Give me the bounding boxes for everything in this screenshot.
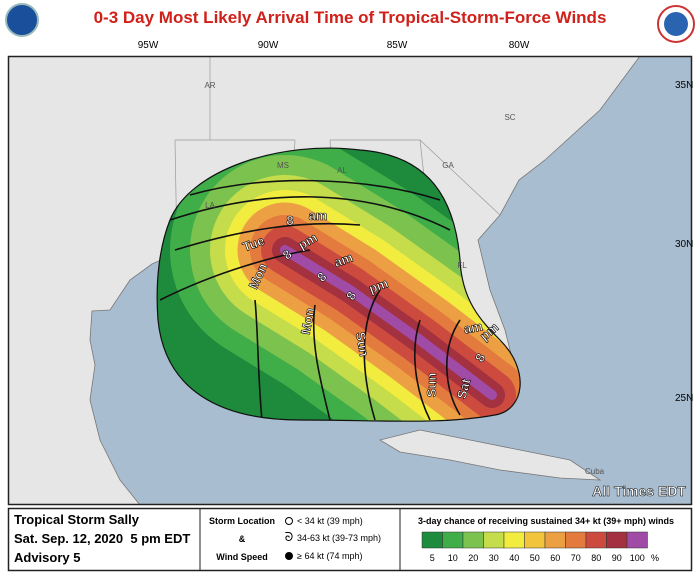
latitude-label: 35N xyxy=(675,80,693,91)
scale-label: 50 xyxy=(530,553,540,563)
scale-label: 90 xyxy=(612,553,622,563)
scale-swatch xyxy=(585,531,607,549)
scale-label: 5 xyxy=(430,553,435,563)
scale-swatch xyxy=(606,531,628,549)
scale-swatch xyxy=(626,531,648,549)
isochrones xyxy=(159,179,461,421)
wind-speed-label: Wind Speed xyxy=(216,552,267,562)
scale-swatch xyxy=(565,531,587,549)
scale-swatch xyxy=(524,531,546,549)
scale-label: 60 xyxy=(550,553,560,563)
scale-swatch xyxy=(421,531,443,549)
state-label: LA xyxy=(205,201,215,210)
state-label: GA xyxy=(442,161,454,170)
state-label: MS xyxy=(277,161,289,170)
storm-entry: 34-63 kt (39-73 mph) xyxy=(297,533,381,543)
time-label: am xyxy=(332,250,355,271)
scale-unit: % xyxy=(651,553,659,563)
time-label: am xyxy=(463,319,484,337)
country-label: Cuba xyxy=(585,467,605,476)
symbol-hurricane xyxy=(285,552,293,560)
storm-location-label: Storm Location xyxy=(209,516,275,526)
scale-label: 40 xyxy=(509,553,519,563)
ampersand: & xyxy=(239,534,246,544)
scale-swatch xyxy=(442,531,464,549)
nws-logo-inner xyxy=(664,12,688,36)
longitude-label: 85W xyxy=(387,40,408,51)
symbol-depression xyxy=(285,517,293,525)
scale-swatch xyxy=(462,531,484,549)
scale-label: 100 xyxy=(630,553,645,563)
note: All Times EDT xyxy=(592,483,686,499)
time-label: Sun xyxy=(424,373,439,398)
cone-outline xyxy=(156,147,521,422)
state-label: AL xyxy=(337,166,347,175)
time-label: Sun xyxy=(353,331,372,358)
storm-entry: < 34 kt (39 mph) xyxy=(297,516,363,526)
scale-label: 70 xyxy=(571,553,581,563)
longitude-label: 90W xyxy=(258,40,279,51)
time-label: Sat xyxy=(454,376,474,400)
scale-label: 10 xyxy=(448,553,458,563)
scale-label: 30 xyxy=(489,553,499,563)
scale-label: 20 xyxy=(468,553,478,563)
probability-title: 3-day chance of receiving sustained 34+ … xyxy=(418,516,674,526)
latitude-label: 30N xyxy=(675,239,693,250)
title: 0-3 Day Most Likely Arrival Time of Trop… xyxy=(94,8,607,27)
state-label: SC xyxy=(504,113,515,122)
time-label: Tue xyxy=(240,233,266,255)
time-label: am xyxy=(309,208,328,223)
symbol-storm: ᘐ xyxy=(285,530,293,544)
state-label: AR xyxy=(204,81,215,90)
scale-swatch xyxy=(544,531,566,549)
longitude-label: 80W xyxy=(509,40,530,51)
scale-swatch xyxy=(483,531,505,549)
time-label: pm xyxy=(367,275,390,296)
cuba xyxy=(378,429,602,481)
probability-band xyxy=(280,245,497,400)
map-frame xyxy=(7,55,693,506)
latitude-label: 25N xyxy=(675,393,693,404)
storm-entry: ≥ 64 kt (74 mph) xyxy=(297,551,362,561)
longitude-label: 95W xyxy=(138,40,159,51)
advisory-time: Sat. Sep. 12, 2020 5 pm EDT xyxy=(14,531,190,546)
time-label: Mon xyxy=(298,307,317,336)
noaa-logo xyxy=(5,3,39,37)
state-label: FL xyxy=(457,261,467,270)
probability-cone xyxy=(157,148,521,422)
storm-name: Tropical Storm Sally xyxy=(14,512,140,527)
advisory-number: Advisory 5 xyxy=(14,550,80,565)
scale-swatch xyxy=(503,531,525,549)
time-label: 8 xyxy=(286,213,293,228)
scale-label: 80 xyxy=(591,553,601,563)
